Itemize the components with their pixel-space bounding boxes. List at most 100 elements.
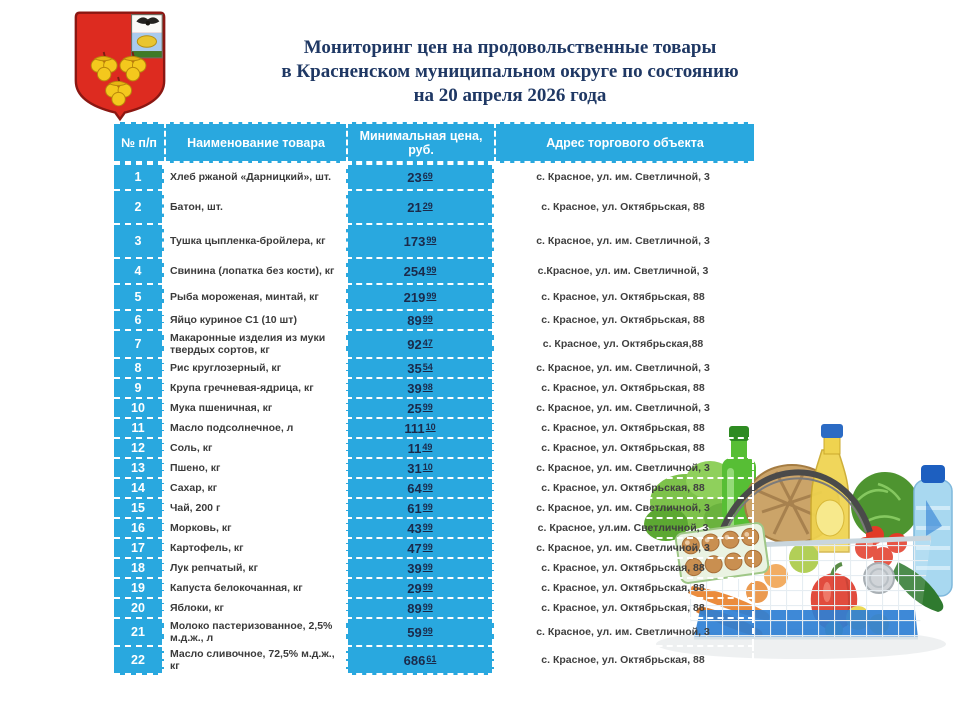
price-rubles: 254 bbox=[403, 263, 426, 279]
row-number-cell: 2 bbox=[114, 189, 164, 223]
row-number-cell: 15 bbox=[114, 497, 164, 517]
row-number-cell: 9 bbox=[114, 377, 164, 397]
price-cell: 47 99 bbox=[346, 537, 494, 557]
product-name-cell: Свинина (лопатка без кости), кг bbox=[164, 257, 346, 283]
price-rubles: 23 bbox=[407, 169, 422, 185]
product-name-cell: Макаронные изделия из муки твердых сорто… bbox=[164, 329, 346, 357]
page-title: Мониторинг цен на продовольственные това… bbox=[215, 36, 805, 108]
price-cell: 21 29 bbox=[346, 189, 494, 223]
price-rubles: 21 bbox=[407, 199, 422, 215]
row-number-cell: 7 bbox=[114, 329, 164, 357]
address-cell: с. Красное, ул. им. Светличной, 3 bbox=[494, 357, 754, 377]
coat-of-arms-icon bbox=[74, 11, 166, 122]
price-rubles: 25 bbox=[407, 400, 422, 416]
price-cell: 39 98 bbox=[346, 377, 494, 397]
price-table: № п/п Наименование товара Минимальная це… bbox=[114, 122, 754, 675]
product-name-cell: Соль, кг bbox=[164, 437, 346, 457]
product-name-cell: Капуста белокочанная, кг bbox=[164, 577, 346, 597]
row-number-cell: 1 bbox=[114, 163, 164, 189]
product-name-cell: Чай, 200 г bbox=[164, 497, 346, 517]
price-cell: 59 99 bbox=[346, 617, 494, 645]
product-name-cell: Мука пшеничная, кг bbox=[164, 397, 346, 417]
price-rubles: 89 bbox=[407, 600, 422, 616]
row-number-cell: 6 bbox=[114, 309, 164, 329]
title-line-1: Мониторинг цен на продовольственные това… bbox=[303, 37, 717, 58]
price-cell: 64 99 bbox=[346, 477, 494, 497]
column-header-address: Адрес торгового объекта bbox=[494, 122, 754, 163]
price-cell: 254 99 bbox=[346, 257, 494, 283]
row-number-cell: 16 bbox=[114, 517, 164, 537]
price-cell: 111 10 bbox=[346, 417, 494, 437]
address-cell: с. Красное, ул. Октябрьская, 88 bbox=[494, 557, 754, 577]
product-name-cell: Лук репчатый, кг bbox=[164, 557, 346, 577]
address-cell: с. Красное, ул. Октябрьская, 88 bbox=[494, 309, 754, 329]
price-cell: 219 99 bbox=[346, 283, 494, 309]
price-rubles: 59 bbox=[407, 624, 422, 640]
price-cell: 35 54 bbox=[346, 357, 494, 377]
row-number-cell: 21 bbox=[114, 617, 164, 645]
column-header-price: Минимальная цена, руб. bbox=[346, 122, 494, 163]
price-cell: 92 47 bbox=[346, 329, 494, 357]
row-number-cell: 8 bbox=[114, 357, 164, 377]
address-cell: с. Красное, ул. Октябрьская, 88 bbox=[494, 189, 754, 223]
price-rubles: 219 bbox=[403, 289, 426, 305]
belgorod-canton-icon bbox=[130, 14, 163, 59]
price-rubles: 173 bbox=[403, 233, 426, 249]
row-number-cell: 10 bbox=[114, 397, 164, 417]
address-cell: с. Красное, ул. им. Светличной, 3 bbox=[494, 537, 754, 557]
price-rubles: 39 bbox=[407, 380, 422, 396]
price-cell: 89 99 bbox=[346, 597, 494, 617]
price-rubles: 89 bbox=[407, 312, 422, 328]
price-cell: 31 10 bbox=[346, 457, 494, 477]
product-name-cell: Батон, шт. bbox=[164, 189, 346, 223]
column-header-num: № п/п bbox=[114, 122, 164, 163]
price-cell: 29 99 bbox=[346, 577, 494, 597]
address-cell: с. Красное, ул. Октябрьская, 88 bbox=[494, 645, 754, 675]
row-number-cell: 3 bbox=[114, 223, 164, 257]
product-name-cell: Сахар, кг bbox=[164, 477, 346, 497]
address-cell: с.Красное, ул. им. Светличной, 3 bbox=[494, 257, 754, 283]
price-rubles: 31 bbox=[407, 460, 422, 476]
product-name-cell: Рыба мороженая, минтай, кг bbox=[164, 283, 346, 309]
price-rubles: 61 bbox=[407, 500, 422, 516]
title-line-3: на 20 апреля 2026 года bbox=[413, 85, 607, 106]
address-cell: с. Красное, ул. им. Светличной, 3 bbox=[494, 397, 754, 417]
product-name-cell: Масло подсолнечное, л bbox=[164, 417, 346, 437]
row-number-cell: 12 bbox=[114, 437, 164, 457]
price-cell: 686 61 bbox=[346, 645, 494, 675]
address-cell: с. Красное, ул. им. Светличной, 3 bbox=[494, 497, 754, 517]
product-name-cell: Пшено, кг bbox=[164, 457, 346, 477]
column-header-name: Наименование товара bbox=[164, 122, 346, 163]
basket-handle bbox=[715, 469, 873, 543]
row-number-cell: 18 bbox=[114, 557, 164, 577]
address-cell: с. Красное, ул. им. Светличной, 3 bbox=[494, 163, 754, 189]
row-number-cell: 11 bbox=[114, 417, 164, 437]
price-cell: 11 49 bbox=[346, 437, 494, 457]
product-name-cell: Морковь, кг bbox=[164, 517, 346, 537]
price-rubles: 39 bbox=[407, 560, 422, 576]
address-cell: с. Красное, ул. Октябрьская,88 bbox=[494, 329, 754, 357]
product-name-cell: Рис круглозерный, кг bbox=[164, 357, 346, 377]
address-cell: с. Красное, ул. Октябрьская, 88 bbox=[494, 477, 754, 497]
title-line-2: в Красненском муниципальном округе по со… bbox=[281, 61, 739, 82]
product-name-cell: Тушка цыпленка-бройлера, кг bbox=[164, 223, 346, 257]
product-name-cell: Хлеб ржаной «Дарницкий», шт. bbox=[164, 163, 346, 189]
price-rubles: 64 bbox=[407, 480, 422, 496]
price-rubles: 111 bbox=[404, 420, 425, 436]
price-cell: 39 99 bbox=[346, 557, 494, 577]
grocery-basket-image bbox=[644, 424, 953, 659]
price-cell: 61 99 bbox=[346, 497, 494, 517]
product-name-cell: Яйцо куриное С1 (10 шт) bbox=[164, 309, 346, 329]
row-number-cell: 13 bbox=[114, 457, 164, 477]
row-number-cell: 17 bbox=[114, 537, 164, 557]
address-cell: с. Красное, ул. Октябрьская, 88 bbox=[494, 283, 754, 309]
product-name-cell: Масло сливочное, 72,5% м.д.ж., кг bbox=[164, 645, 346, 675]
product-name-cell: Яблоки, кг bbox=[164, 597, 346, 617]
address-cell: с. Красное, ул. Октябрьская, 88 bbox=[494, 417, 754, 437]
golden-fruits-icon bbox=[90, 51, 147, 107]
row-number-cell: 4 bbox=[114, 257, 164, 283]
table-header-row: № п/п Наименование товара Минимальная це… bbox=[114, 122, 754, 163]
address-cell: с. Красное, ул. Октябрьская, 88 bbox=[494, 377, 754, 397]
price-rubles: 11 bbox=[407, 440, 422, 456]
